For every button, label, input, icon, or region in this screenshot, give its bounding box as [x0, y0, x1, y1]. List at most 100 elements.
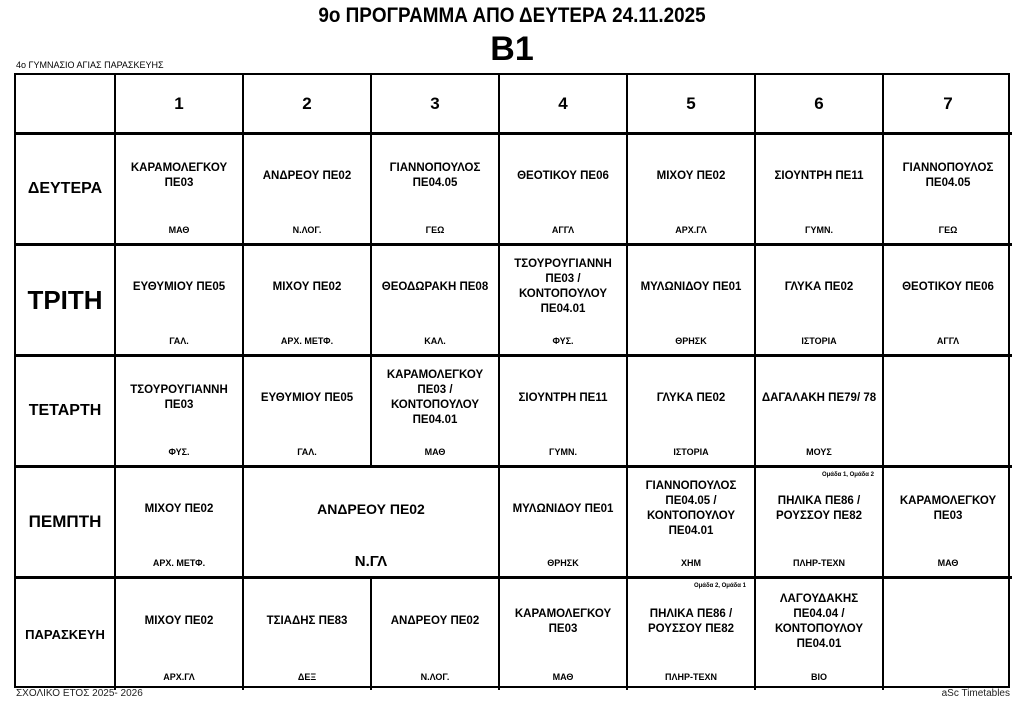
subject-name: ΦΥΣ. — [168, 447, 190, 457]
subject-name: ΑΓΓΛ — [551, 225, 575, 235]
day-label: ΔΕΥΤΕΡΑ — [16, 135, 116, 246]
lesson-cell[interactable]: ΜΥΛΩΝΙΔΟΥ ΠΕ01 ΘΡΗΣΚ — [500, 468, 628, 579]
teacher-name: ΕΥΘΥΜΙΟΥ ΠΕ05 — [132, 280, 226, 293]
day-label: ΤΡΙΤΗ — [16, 246, 116, 357]
lesson-cell[interactable]: ΓΙΑΝΝΟΠΟΥΛΟΣ ΠΕ04.05 ΓΕΩ — [372, 135, 500, 246]
day-label: ΠΕΜΠΤΗ — [16, 468, 116, 579]
teacher-name: ΣΙΟΥΝΤΡΗ ΠΕ11 — [774, 169, 864, 182]
teacher-name: ΓΙΑΝΝΟΠΟΥΛΟΣ ΠΕ04.05 — [902, 162, 994, 189]
lesson-cell[interactable]: ΤΣΟΥΡΟΥΓΙΑΝΝΗ ΠΕ03 ΦΥΣ. — [116, 357, 244, 468]
teacher-name: ΣΙΟΥΝΤΡΗ ΠΕ11 — [518, 391, 608, 404]
subject-name: ΙΣΤΟΡΙΑ — [673, 447, 709, 457]
lesson-cell[interactable]: ΚΑΡΑΜΟΛΕΓΚΟΥ ΠΕ03 ΜΑΘ — [116, 135, 244, 246]
subject-name: ΓΥΜΝ. — [805, 225, 833, 235]
subject-name: ΑΡΧ.ΓΛ — [675, 225, 707, 235]
lesson-cell[interactable]: ΕΥΘΥΜΙΟΥ ΠΕ05 ΓΑΛ. — [244, 357, 372, 468]
subject-name: ΓΕΩ — [938, 225, 958, 235]
lesson-cell[interactable]: ΜΙΧΟΥ ΠΕ02 ΑΡΧ. ΜΕΤΦ. — [244, 246, 372, 357]
page-title: 9ο ΠΡΟΓΡΑΜΜΑ ΑΠΟ ΔΕΥΤΕΡΑ 24.11.2025 — [318, 4, 706, 27]
subject-name: ΦΥΣ. — [552, 336, 574, 346]
period-header: 4 — [500, 75, 628, 135]
subject-name: ΜΟΥΣ — [806, 447, 832, 457]
lesson-cell[interactable]: ΣΙΟΥΝΤΡΗ ΠΕ11 ΓΥΜΝ. — [756, 135, 884, 246]
teacher-name: ΛΑΓΟΥΔΑΚΗΣ ΠΕ04.04 / ΚΟΝΤΟΠΟΥΛΟΥ ΠΕ04.01 — [774, 592, 863, 650]
subject-name: Ν.ΛΟΓ. — [420, 672, 450, 682]
teacher-name: ΤΣΟΥΡΟΥΓΙΑΝΝΗ ΠΕ03 — [130, 384, 228, 411]
teacher-name: ΘΕΟΔΩΡΑΚΗ ΠΕ08 — [381, 280, 489, 293]
teacher-name: ΜΙΧΟΥ ΠΕ02 — [144, 502, 214, 515]
subject-name: ΑΓΓΛ — [936, 336, 960, 346]
lesson-cell[interactable]: ΑΝΔΡΕΟΥ ΠΕ02 Ν.ΛΟΓ. — [244, 135, 372, 246]
teacher-name: ΠΗΛΙΚΑ ΠΕ86 / ΡΟΥΣΣΟΥ ΠΕ82 — [647, 607, 735, 635]
teacher-name: ΘΕΟΤΙΚΟΥ ΠΕ06 — [902, 280, 994, 293]
lesson-cell[interactable]: Ομάδα 1, Ομάδα 2 ΠΗΛΙΚΑ ΠΕ86 / ΡΟΥΣΣΟΥ ΠΕ… — [756, 468, 884, 579]
teacher-name: ΤΣΙΑΔΗΣ ΠΕ83 — [266, 615, 348, 627]
lesson-cell[interactable]: ΑΝΔΡΕΟΥ ΠΕ02 Ν.ΛΟΓ. — [372, 579, 500, 690]
teacher-name: ΓΙΑΝΝΟΠΟΥΛΟΣ ΠΕ04.05 — [389, 162, 481, 189]
subject-name: ΑΡΧ.ΓΛ — [163, 672, 195, 682]
lesson-cell[interactable]: ΘΕΟΔΩΡΑΚΗ ΠΕ08 ΚΑΛ. — [372, 246, 500, 357]
teacher-name: ΤΣΟΥΡΟΥΓΙΑΝΝΗ ΠΕ03 / ΚΟΝΤΟΠΟΥΛΟΥ ΠΕ04.01 — [514, 258, 612, 315]
subject-name: ΜΑΘ — [168, 225, 190, 235]
subject-name: Ν.ΓΛ — [354, 553, 388, 570]
period-header: 6 — [756, 75, 884, 135]
lesson-cell[interactable]: ΜΙΧΟΥ ΠΕ02 ΑΡΧ.ΓΛ — [628, 135, 756, 246]
timetable-grid: 1 2 3 4 5 6 7 ΔΕΥΤΕΡΑ ΚΑΡΑΜΟΛΕΓΚΟΥ ΠΕ03 ΜΑΘ ΑΝΔΡΕΟ… — [14, 73, 1012, 690]
subject-name: ΒΙΟ — [810, 672, 827, 682]
lesson-cell[interactable]: Ομάδα 2, Ομάδα 1 ΠΗΛΙΚΑ ΠΕ86 / ΡΟΥΣΣΟΥ ΠΕ… — [628, 579, 756, 690]
subject-name: ΚΑΛ. — [424, 336, 446, 346]
lesson-cell[interactable]: ΤΣΙΑΔΗΣ ΠΕ83 ΔΕΞ — [244, 579, 372, 690]
school-year: ΣΧΟΛΙΚΟ ΕΤΟΣ 2025- 2026 — [16, 688, 143, 699]
corner-cell — [16, 75, 116, 135]
teacher-name: ΜΙΧΟΥ ΠΕ02 — [144, 615, 214, 627]
lesson-cell[interactable]: ΓΛΥΚΑ ΠΕ02 ΙΣΤΟΡΙΑ — [628, 357, 756, 468]
lesson-cell[interactable]: ΣΙΟΥΝΤΡΗ ΠΕ11 ΓΥΜΝ. — [500, 357, 628, 468]
subject-name: ΓΑΛ. — [169, 336, 189, 346]
subject-name: ΠΛΗΡ-ΤΕΧΝ — [792, 558, 845, 568]
lesson-cell[interactable]: ΘΕΟΤΙΚΟΥ ΠΕ06 ΑΓΓΛ — [500, 135, 628, 246]
subject-name: ΓΑΛ. — [297, 447, 317, 457]
lesson-cell[interactable]: ΓΛΥΚΑ ΠΕ02 ΙΣΤΟΡΙΑ — [756, 246, 884, 357]
lesson-cell[interactable]: ΘΕΟΤΙΚΟΥ ΠΕ06 ΑΓΓΛ — [884, 246, 1012, 357]
subject-name: ΧΗΜ — [681, 558, 701, 568]
group-label: Ομάδα 1, Ομάδα 2 — [821, 472, 874, 478]
subject-name: Ν.ΛΟΓ. — [292, 225, 322, 235]
subject-name: ΘΡΗΣΚ — [547, 558, 579, 568]
subject-name: ΘΡΗΣΚ — [675, 336, 707, 346]
lesson-cell[interactable]: ΛΑΓΟΥΔΑΚΗΣ ΠΕ04.04 / ΚΟΝΤΟΠΟΥΛΟΥ ΠΕ04.01… — [756, 579, 884, 690]
lesson-cell[interactable]: ΜΙΧΟΥ ΠΕ02 ΑΡΧ. ΜΕΤΦ. — [116, 468, 244, 579]
group-label: Ομάδα 2, Ομάδα 1 — [693, 583, 746, 589]
teacher-name: ΑΝΔΡΕΟΥ ΠΕ02 — [262, 169, 352, 182]
subject-name: ΜΑΘ — [552, 672, 574, 682]
lesson-cell[interactable]: ΓΙΑΝΝΟΠΟΥΛΟΣ ΠΕ04.05 / ΚΟΝΤΟΠΟΥΛΟΥ ΠΕ04.… — [628, 468, 756, 579]
lesson-cell[interactable]: ΚΑΡΑΜΟΛΕΓΚΟΥ ΠΕ03 ΜΑΘ — [500, 579, 628, 690]
teacher-name: ΕΥΘΥΜΙΟΥ ΠΕ05 — [260, 391, 354, 404]
subject-name: ΓΥΜΝ. — [549, 447, 577, 457]
teacher-name: ΓΙΑΝΝΟΠΟΥΛΟΣ ΠΕ04.05 / ΚΟΝΤΟΠΟΥΛΟΥ ΠΕ04.… — [645, 480, 737, 537]
subject-name: ΑΡΧ. ΜΕΤΦ. — [280, 336, 334, 346]
lesson-cell[interactable]: ΓΙΑΝΝΟΠΟΥΛΟΣ ΠΕ04.05 ΓΕΩ — [884, 135, 1012, 246]
period-header: 3 — [372, 75, 500, 135]
lesson-cell[interactable] — [884, 357, 1012, 468]
teacher-name: ΚΑΡΑΜΟΛΕΓΚΟΥ ΠΕ03 — [514, 607, 612, 635]
lesson-cell[interactable]: ΚΑΡΑΜΟΛΕΓΚΟΥ ΠΕ03 / ΚΟΝΤΟΠΟΥΛΟΥ ΠΕ04.01 Μ… — [372, 357, 500, 468]
lesson-cell[interactable]: ΜΥΛΩΝΙΔΟΥ ΠΕ01 ΘΡΗΣΚ — [628, 246, 756, 357]
lesson-cell[interactable]: ΔΑΓΑΛΑΚΗ ΠΕ79/ 78 ΜΟΥΣ — [756, 357, 884, 468]
lesson-cell[interactable]: ΚΑΡΑΜΟΛΕΓΚΟΥ ΠΕ03 ΜΑΘ — [884, 468, 1012, 579]
teacher-name — [888, 357, 1008, 439]
teacher-name: ΑΝΔΡΕΟΥ ΠΕ02 — [317, 500, 425, 517]
lesson-cell[interactable] — [884, 579, 1012, 690]
teacher-name: ΜΙΧΟΥ ΠΕ02 — [656, 169, 726, 182]
lesson-cell[interactable]: ΕΥΘΥΜΙΟΥ ΠΕ05 ΓΑΛ. — [116, 246, 244, 357]
teacher-name: ΜΥΛΩΝΙΔΟΥ ΠΕ01 — [640, 280, 742, 293]
lesson-cell[interactable]: ΤΣΟΥΡΟΥΓΙΑΝΝΗ ΠΕ03 / ΚΟΝΤΟΠΟΥΛΟΥ ΠΕ04.01… — [500, 246, 628, 357]
lesson-cell[interactable]: ΑΝΔΡΕΟΥ ΠΕ02 Ν.ΓΛ — [244, 468, 500, 579]
period-header: 2 — [244, 75, 372, 135]
teacher-name: ΠΗΛΙΚΑ ΠΕ86 / ΡΟΥΣΣΟΥ ΠΕ82 — [775, 495, 863, 522]
period-header: 7 — [884, 75, 1012, 135]
teacher-name: ΘΕΟΤΙΚΟΥ ΠΕ06 — [517, 169, 609, 182]
lesson-cell[interactable]: ΜΙΧΟΥ ΠΕ02 ΑΡΧ.ΓΛ — [116, 579, 244, 690]
teacher-name: ΚΑΡΑΜΟΛΕΓΚΟΥ ΠΕ03 — [899, 495, 997, 522]
day-label: ΤΕΤΑΡΤΗ — [16, 357, 116, 468]
subject-name: ΙΣΤΟΡΙΑ — [801, 336, 837, 346]
